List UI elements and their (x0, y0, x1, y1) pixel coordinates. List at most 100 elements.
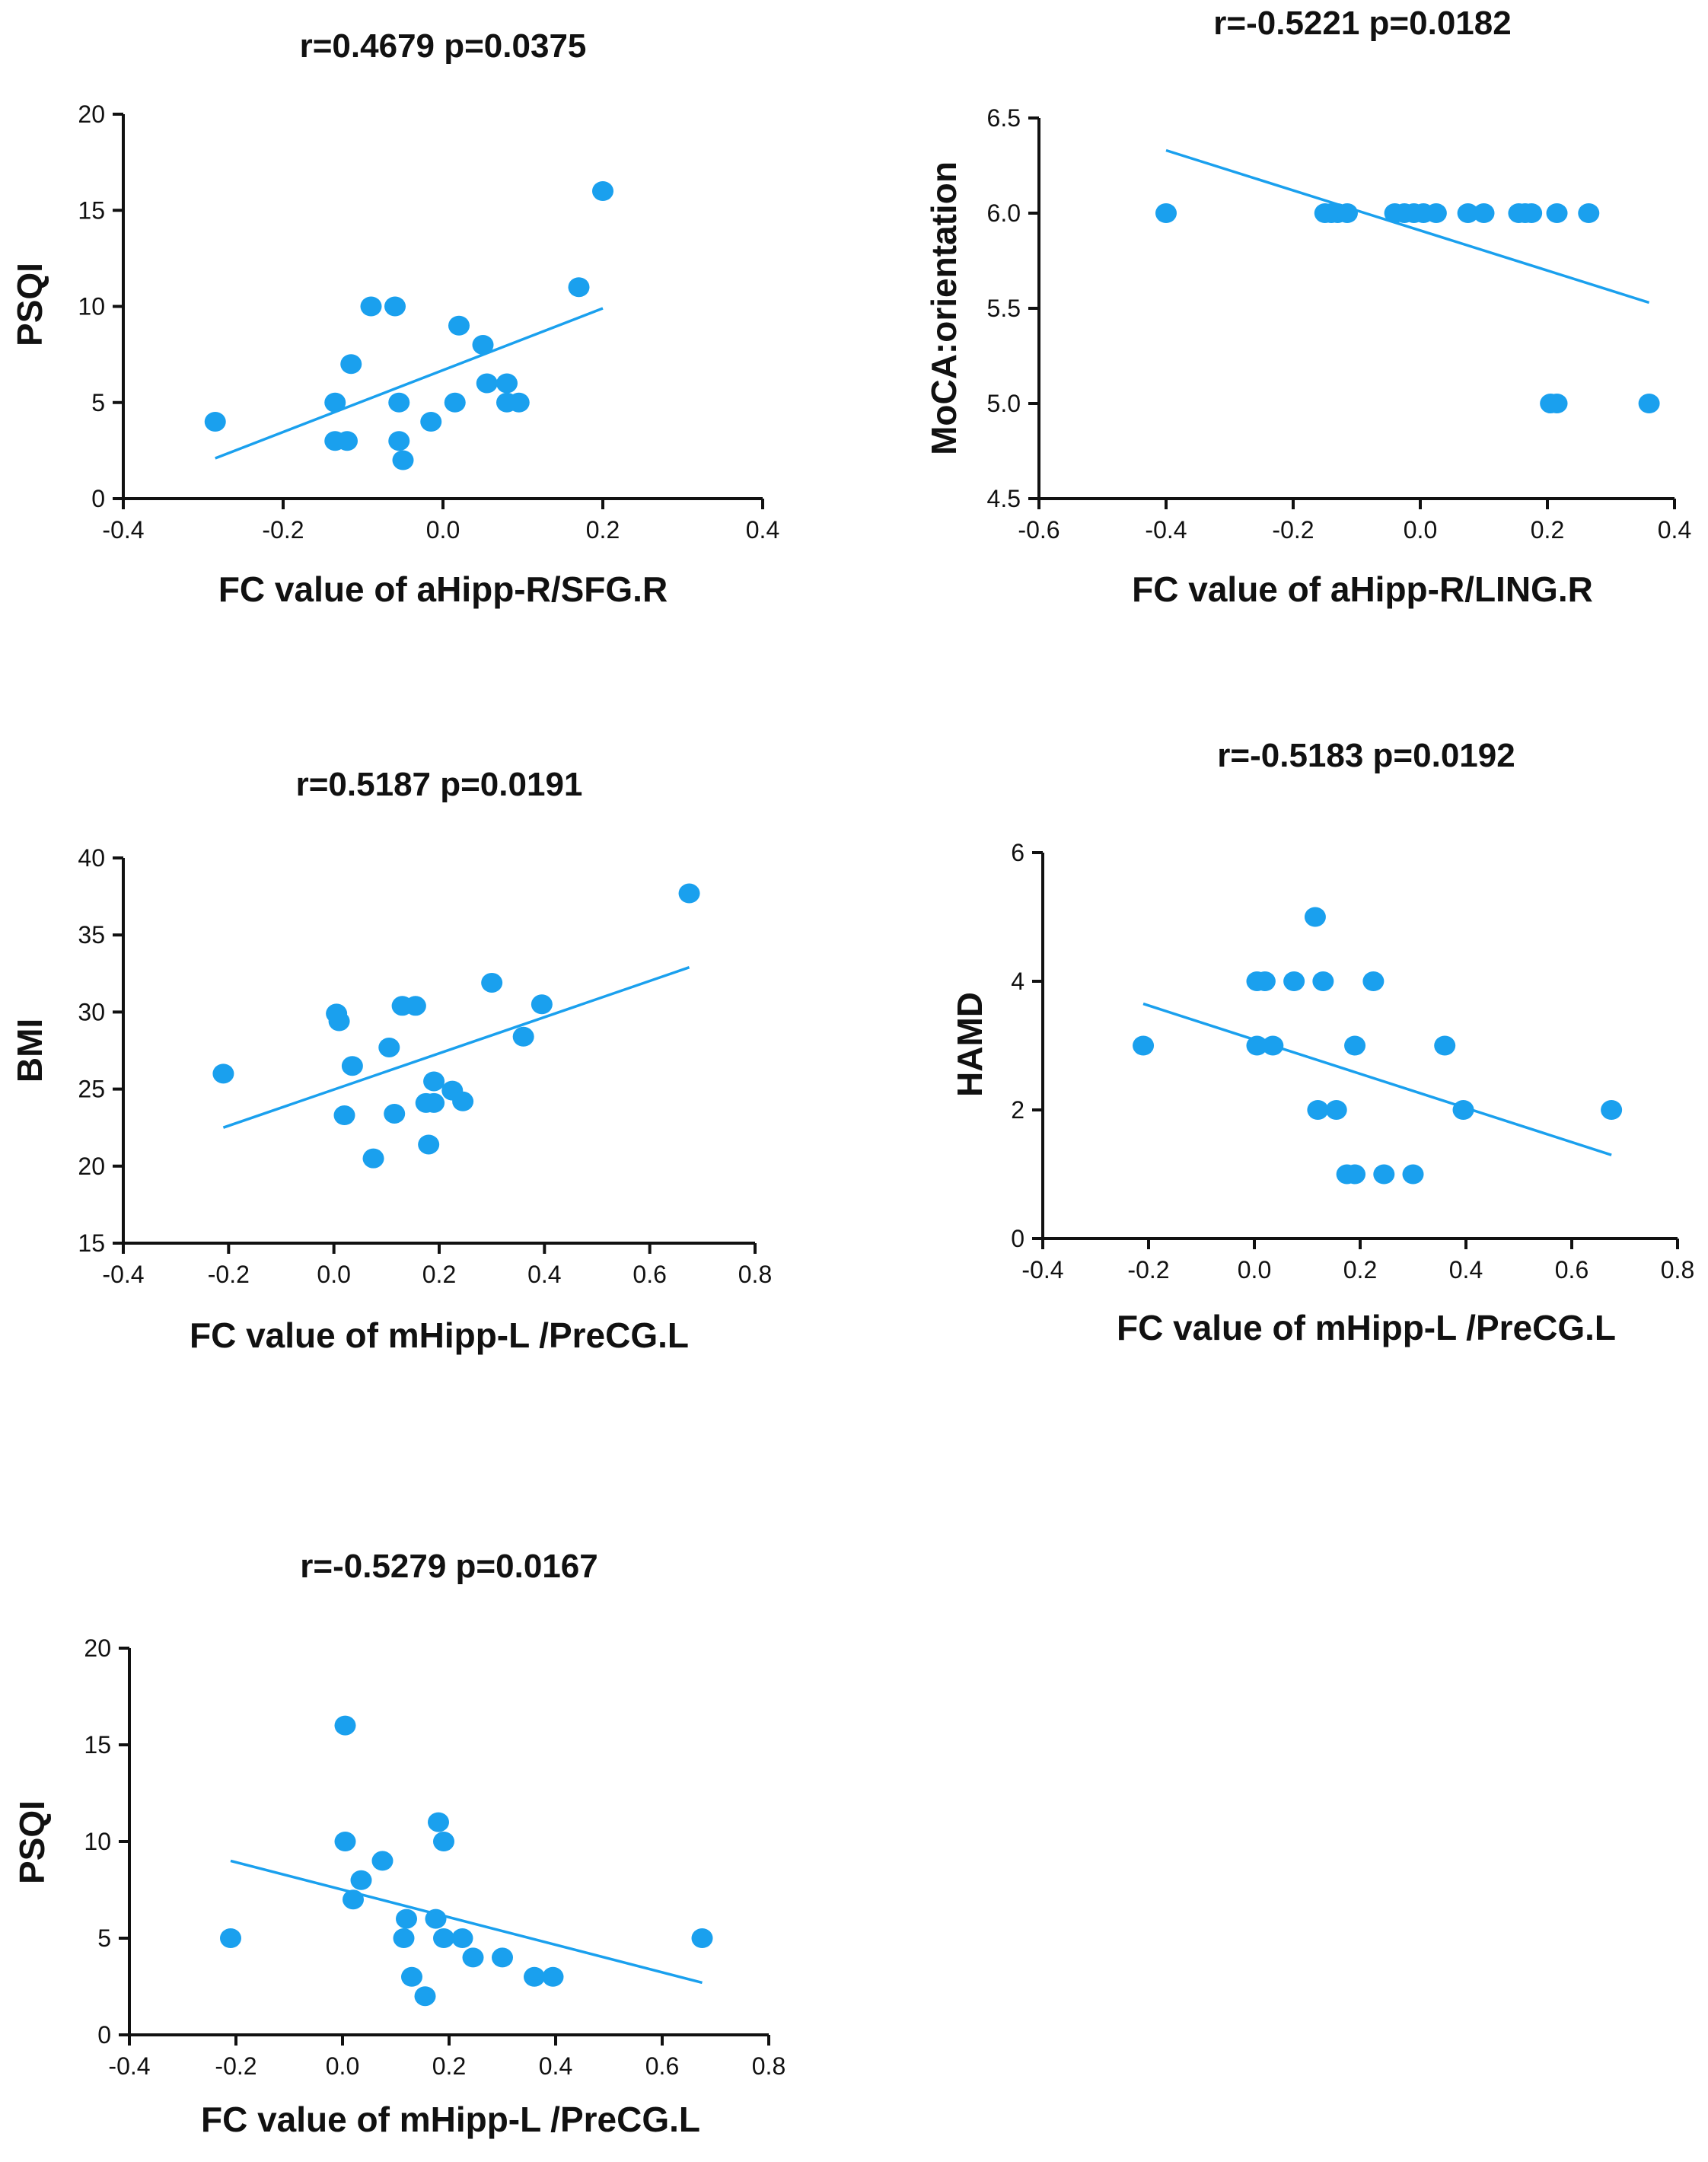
data-point (433, 1832, 454, 1851)
data-point (360, 296, 382, 317)
data-point (691, 1928, 713, 1948)
data-point (1325, 1100, 1347, 1120)
x-tick-label: 0.0 (326, 2052, 359, 2080)
y-tick-label: 4.5 (987, 485, 1021, 512)
data-point (476, 373, 498, 394)
data-point (404, 996, 426, 1016)
data-point (418, 1134, 440, 1155)
y-tick-label: 10 (84, 1828, 111, 1855)
data-point (1362, 971, 1385, 991)
x-tick-label: -0.4 (102, 516, 144, 544)
x-axis-label: FC value of mHipp-L /PreCG.L (190, 1315, 689, 1355)
x-tick-label: 0.2 (1531, 516, 1564, 544)
x-tick-label: 0.4 (746, 516, 779, 544)
data-point (592, 181, 613, 201)
x-tick-label: 0.2 (1343, 1256, 1377, 1283)
y-tick-label: 0 (1011, 1225, 1024, 1252)
x-tick-label: 0.0 (1238, 1256, 1271, 1283)
y-tick-label: 20 (78, 1153, 105, 1180)
data-point (1473, 203, 1495, 223)
data-point (1336, 203, 1358, 223)
data-point (414, 1986, 436, 2007)
x-tick-label: 0.8 (1661, 1256, 1694, 1283)
y-axis-label: PSQI (12, 1800, 52, 1884)
data-point (1307, 1100, 1329, 1120)
x-axis-label: FC value of mHipp-L /PreCG.L (1117, 1308, 1616, 1347)
data-point (384, 296, 406, 317)
data-point (568, 277, 590, 298)
data-point (384, 1103, 406, 1124)
data-point (472, 335, 494, 355)
scatter-panel-bmi-precg: r=0.5187 p=0.0191 -0.4 -0.2 0.0 0.2 0.4 0.6 0.… (10, 766, 772, 1355)
x-tick-label: 0.0 (1404, 516, 1437, 544)
y-tick-label: 35 (78, 921, 105, 949)
data-point (425, 1908, 447, 1929)
data-point (362, 1148, 384, 1169)
data-point (343, 1889, 364, 1910)
y-tick-label: 20 (84, 1634, 111, 1662)
x-tick-label: 0.2 (586, 516, 620, 544)
y-tick-label: 5 (97, 1924, 111, 1952)
data-point (1638, 394, 1660, 413)
data-point (462, 1947, 484, 1968)
data-point (481, 972, 503, 993)
data-point (448, 315, 470, 336)
scatter-panel-hamd-precg: r=-0.5183 p=0.0192 -0.4 -0.2 0.0 0.2 0.4 0.6 0… (950, 737, 1694, 1347)
data-point (1425, 203, 1447, 223)
data-point (1254, 971, 1276, 991)
data-point (334, 1715, 356, 1736)
scatter-panel-psqi-precg: r=-0.5279 p=0.0167 -0.4 -0.2 0.0 0.2 0.4 0.6 0… (12, 1548, 785, 2139)
x-tick-label: 0.6 (633, 1261, 666, 1288)
x-tick-label: -0.4 (102, 1261, 144, 1288)
plot-area: -0.4 -0.2 0.0 0.2 0.4 0.6 0.8 0 2 4 6 (1011, 839, 1694, 1283)
x-tick-label: 0.6 (1555, 1256, 1589, 1283)
x-tick-label: -0.2 (208, 1261, 250, 1288)
data-point (428, 1812, 449, 1832)
y-tick-label: 10 (78, 293, 105, 320)
y-tick-label: 6 (1011, 839, 1024, 866)
x-axis-label: FC value of aHipp-R/LING.R (1132, 569, 1593, 609)
data-point (378, 1037, 400, 1057)
data-point (1304, 907, 1326, 927)
data-point (392, 450, 414, 470)
data-point (393, 1928, 415, 1948)
data-point (524, 1966, 545, 1987)
x-tick-label: 0.8 (752, 2052, 785, 2080)
y-tick-label: 6.0 (987, 199, 1021, 227)
data-point (1434, 1035, 1456, 1056)
x-tick-label: -0.6 (1018, 516, 1060, 544)
y-tick-label: 2 (1011, 1096, 1024, 1124)
panel-title: r=0.5187 p=0.0191 (296, 766, 583, 803)
data-point (220, 1928, 241, 1948)
data-point (340, 354, 362, 375)
x-tick-label: 0.0 (317, 1261, 350, 1288)
regression-line (1142, 1002, 1612, 1156)
data-point (328, 1011, 350, 1032)
data-point (444, 392, 466, 413)
y-tick-label: 30 (78, 998, 105, 1025)
data-point (1344, 1035, 1366, 1056)
data-point (420, 412, 442, 432)
x-tick-label: -0.2 (1272, 516, 1314, 544)
y-tick-label: 4 (1011, 968, 1024, 995)
y-tick-label: 15 (84, 1731, 111, 1759)
data-point (212, 1063, 234, 1084)
data-point (423, 1071, 445, 1092)
data-point (542, 1966, 564, 1987)
data-point (496, 373, 518, 394)
data-point (1262, 1035, 1284, 1056)
x-tick-label: 0.4 (1658, 516, 1691, 544)
y-tick-label: 6.5 (987, 104, 1021, 132)
y-tick-label: 5.5 (987, 295, 1021, 322)
data-point (512, 1026, 534, 1047)
x-tick-label: -0.2 (262, 516, 304, 544)
y-tick-label: 40 (78, 844, 105, 872)
data-point (1457, 203, 1479, 223)
data-point (396, 1908, 417, 1929)
data-point (1452, 1100, 1474, 1120)
data-point (1155, 203, 1177, 223)
x-tick-label: 0.4 (1449, 1256, 1483, 1283)
data-point (678, 883, 700, 904)
data-point (371, 1851, 394, 1871)
plot-area: -0.4 -0.2 0.0 0.2 0.4 0.6 0.8 0 5 10 15 20 (84, 1634, 785, 2080)
